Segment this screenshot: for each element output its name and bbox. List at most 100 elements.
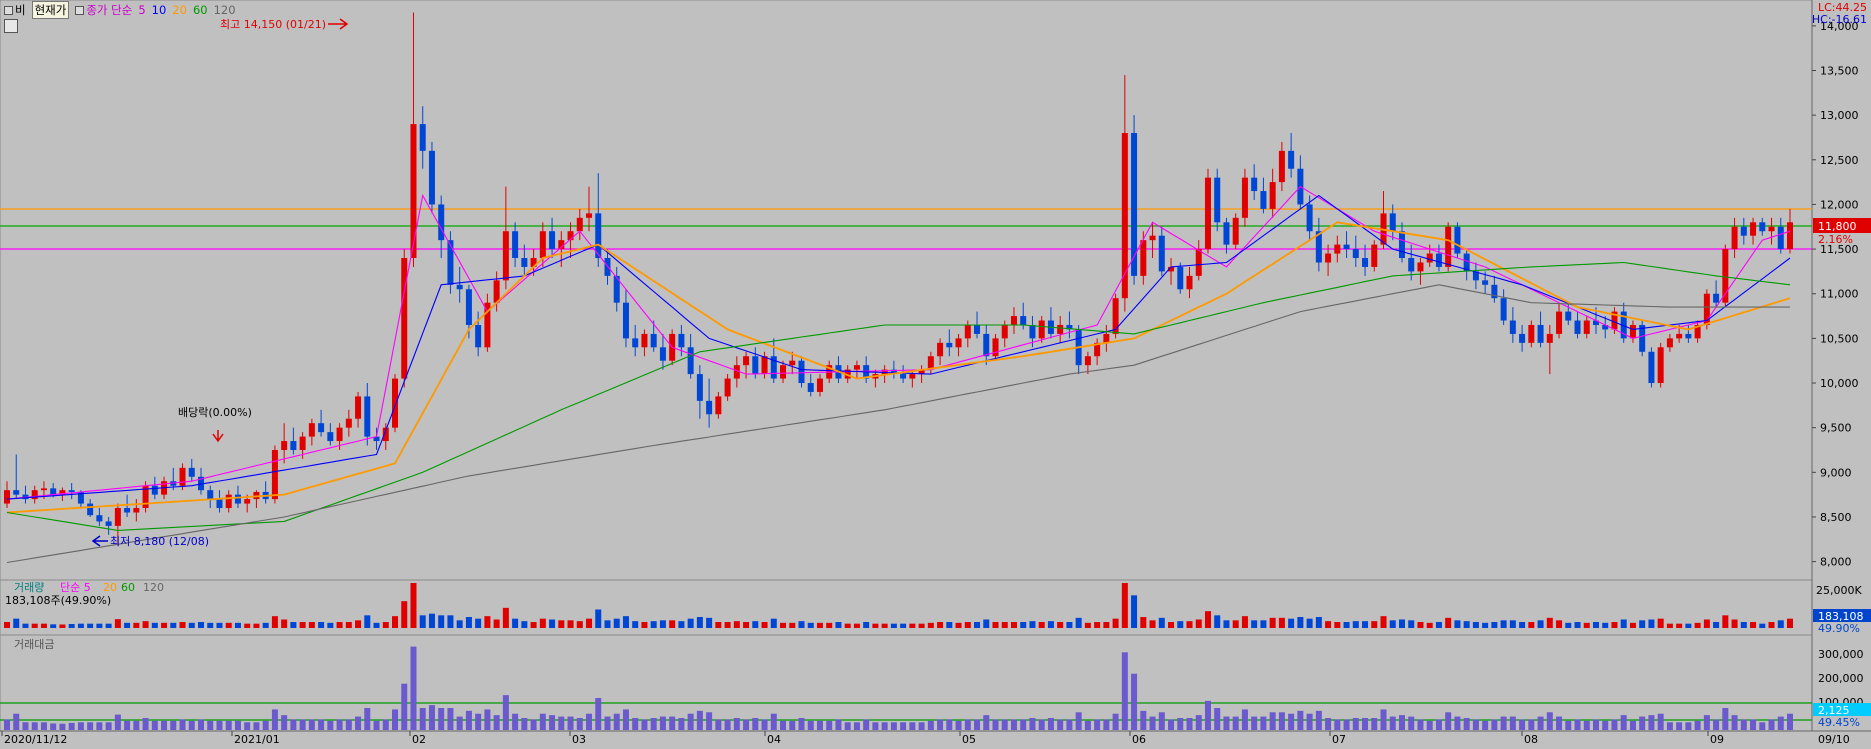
volume-bar <box>983 619 990 628</box>
amount-bar <box>151 720 158 730</box>
amount-bar <box>1214 708 1221 730</box>
candle-body <box>133 508 140 513</box>
candle-body <box>761 356 768 375</box>
candle-body <box>530 258 537 267</box>
amount-bar <box>1713 719 1720 730</box>
x-tick-label: 06 <box>1132 733 1146 746</box>
volume-bar <box>1020 622 1027 628</box>
volume-bar <box>1454 620 1461 628</box>
volume-bar <box>844 623 851 628</box>
amount-bar <box>1639 716 1646 730</box>
candle-body <box>1371 244 1378 267</box>
grid-toggle-icon[interactable] <box>4 19 18 33</box>
candle-body <box>1768 226 1775 232</box>
candle-body <box>909 374 916 379</box>
candle-body <box>1029 324 1036 339</box>
candle-body <box>1482 280 1489 285</box>
volume-bar <box>438 615 445 628</box>
candle-body <box>1528 324 1535 343</box>
volume-bar <box>1297 617 1304 628</box>
amount-last-value: 2,125 <box>1818 704 1850 717</box>
legend-current-price[interactable]: 현재가 <box>31 1 70 19</box>
legend-item-a[interactable]: 비 <box>4 2 26 18</box>
candle-body <box>1223 222 1230 245</box>
amount-bar <box>622 709 629 730</box>
amount-bar <box>1620 715 1627 730</box>
candle-body <box>1454 226 1461 254</box>
volume-bar <box>604 620 611 628</box>
amount-bar <box>890 722 897 730</box>
volume-bar <box>1352 621 1359 628</box>
candle-body <box>1204 177 1211 250</box>
candle-body <box>1685 333 1692 339</box>
volume-bar <box>68 624 75 628</box>
candle-body <box>659 347 666 361</box>
candle-body <box>1556 311 1563 334</box>
legend-close-ma[interactable]: 종가 단순 <box>75 2 132 18</box>
legend-ma-20[interactable]: 20 <box>172 3 187 17</box>
candle-body <box>853 365 860 370</box>
amount-bar <box>1777 716 1784 730</box>
candle-body <box>456 284 463 290</box>
candle-body <box>216 499 223 509</box>
volume-bar <box>724 622 731 628</box>
legend-ma-120[interactable]: 120 <box>213 3 236 17</box>
amount-bar <box>1676 722 1683 730</box>
amount-bar <box>281 715 288 730</box>
candle-body <box>1408 258 1415 272</box>
volume-bar <box>1592 622 1599 628</box>
amount-last-badge <box>1813 703 1871 716</box>
volume-bar <box>1509 620 1516 628</box>
amount-bar <box>50 723 57 730</box>
volume-bar <box>87 623 94 628</box>
candle-body <box>1703 293 1710 325</box>
legend-ma-10[interactable]: 10 <box>151 3 167 17</box>
x-end-label: 09/10 <box>1818 733 1850 746</box>
amount-bar <box>1140 710 1147 730</box>
volume-bar <box>1362 621 1369 628</box>
volume-bar <box>1278 617 1285 628</box>
candle-body <box>207 490 214 500</box>
amount-bar <box>1694 720 1701 730</box>
price-tick-label: 8,500 <box>1820 511 1852 524</box>
volume-bar <box>1740 622 1747 628</box>
amount-bar <box>59 723 66 730</box>
volume-bar <box>59 624 66 628</box>
candle-body <box>475 324 482 348</box>
volume-bar <box>706 617 713 628</box>
legend-ma-60[interactable]: 60 <box>192 3 208 17</box>
legend-ma-5[interactable]: 5 <box>138 3 146 17</box>
volume-bar <box>1066 622 1073 628</box>
amount-bar <box>1325 718 1332 730</box>
volume-bar <box>1426 622 1433 628</box>
volume-bar <box>1703 619 1710 628</box>
volume-bar <box>1556 620 1563 628</box>
volume-bar <box>1269 617 1276 628</box>
volume-ma-60: 60 <box>121 581 135 594</box>
price-tick-label: 8,000 <box>1820 556 1852 569</box>
volume-bar <box>1731 619 1738 628</box>
volume-bar <box>493 619 500 628</box>
candle-body <box>1334 244 1341 254</box>
hc-readout: HC:-16.61 <box>1811 13 1867 26</box>
candle-body <box>1629 324 1636 339</box>
amount-bar <box>798 718 805 730</box>
amount-bar <box>198 719 205 730</box>
candle-body <box>1519 333 1526 343</box>
amount-bar <box>1445 712 1452 730</box>
candle-body <box>1398 231 1405 259</box>
candle-body <box>983 333 990 357</box>
amount-bar <box>475 713 482 730</box>
amount-bar <box>114 714 121 730</box>
volume-bar <box>13 618 20 628</box>
candle-body <box>465 289 472 325</box>
candle-body <box>1103 333 1110 343</box>
candle-body <box>410 124 417 259</box>
volume-bar <box>1186 621 1193 628</box>
candle-body <box>1066 324 1073 330</box>
amount-ytick-200k: 200,000 <box>1818 672 1864 685</box>
amount-bar <box>40 722 47 730</box>
amount-bar <box>1020 719 1027 730</box>
volume-value: 183,108주(49.90%) <box>5 594 111 607</box>
